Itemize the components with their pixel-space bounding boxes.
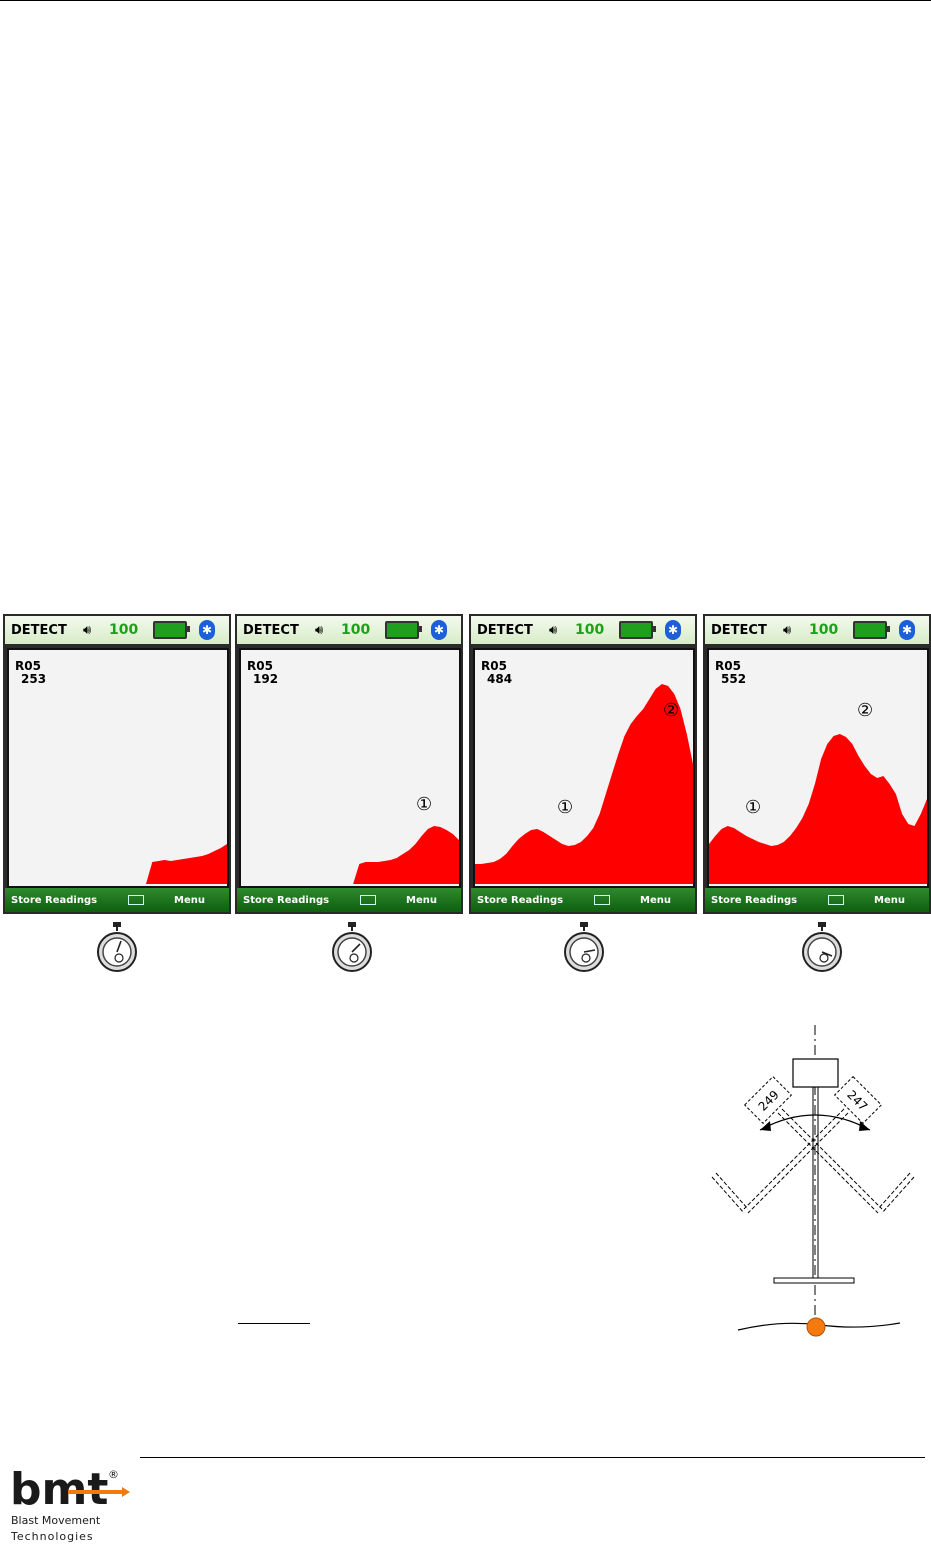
reading-value: 552 [721, 672, 747, 686]
menu-button[interactable]: Menu [874, 894, 905, 906]
peak-marker: ① [745, 797, 761, 818]
stopwatch-icon-1 [97, 922, 137, 972]
signal-trace [709, 734, 927, 884]
keyboard-icon[interactable] [593, 895, 610, 905]
signal-value: 100 [341, 622, 371, 638]
battery-icon [153, 621, 190, 639]
peak-marker: ① [416, 794, 432, 815]
signal-trace-svg: ①② [475, 684, 693, 884]
softkey-bar: Store Readings Menu [705, 888, 929, 912]
detector-head [792, 1058, 839, 1088]
store-readings-button[interactable]: Store Readings [711, 894, 798, 906]
menu-button[interactable]: Menu [174, 894, 205, 906]
signal-plot: R05 253 [7, 648, 229, 888]
logo-graphic: bmt ® Blast Movement Technologies [10, 1464, 130, 1543]
reading-display: R05 253 [15, 660, 46, 686]
mode-label: DETECT [711, 622, 767, 638]
status-bar: DETECT 🔊︎ 100 ✱ [237, 616, 461, 644]
bluetooth-icon[interactable]: ✱ [431, 620, 447, 640]
speaker-icon[interactable]: 🔊︎ [83, 622, 92, 638]
bluetooth-icon[interactable]: ✱ [899, 620, 915, 640]
store-readings-button[interactable]: Store Readings [477, 894, 564, 906]
menu-button[interactable]: Menu [406, 894, 437, 906]
reading-id: R05 [481, 659, 507, 673]
speaker-icon[interactable]: 🔊︎ [549, 622, 558, 638]
battery-icon [853, 621, 890, 639]
bluetooth-icon[interactable]: ✱ [199, 620, 215, 640]
header-rule [0, 0, 931, 1]
peak-marker: ① [557, 797, 573, 818]
reading-id: R05 [715, 659, 741, 673]
logo-line-2: Technologies [10, 1530, 94, 1543]
keyboard-icon[interactable] [127, 895, 144, 905]
softkey-bar: Store Readings Menu [471, 888, 695, 912]
stopwatch-icon-4 [802, 922, 842, 972]
bmt-logo: bmt ® Blast Movement Technologies [10, 1464, 130, 1544]
target-marker [806, 1317, 826, 1337]
stopwatch-icon-3 [564, 922, 604, 972]
reading-display: R05 192 [247, 660, 278, 686]
peak-marker: ② [857, 700, 873, 721]
battery-icon [385, 621, 422, 639]
mode-label: DETECT [477, 622, 533, 638]
detector-sweep-diagram: 249 247 [711, 1025, 915, 1337]
logo-line-1: Blast Movement [11, 1514, 101, 1527]
device-screen-2: DETECT 🔊︎ 100 ✱ ① R05 192 Store Readings… [235, 614, 463, 914]
peak-marker: ② [663, 700, 679, 721]
reading-value: 192 [253, 672, 279, 686]
signal-value: 100 [575, 622, 605, 638]
menu-button[interactable]: Menu [640, 894, 671, 906]
status-bar: DETECT 🔊︎ 100 ✱ [5, 616, 229, 644]
signal-plot: ① R05 192 [239, 648, 461, 888]
speaker-icon[interactable]: 🔊︎ [783, 622, 792, 638]
keyboard-icon[interactable] [359, 895, 376, 905]
reading-display: R05 484 [481, 660, 512, 686]
signal-value: 100 [109, 622, 139, 638]
softkey-bar: Store Readings Menu [5, 888, 229, 912]
underline-mark [238, 1323, 310, 1324]
reading-id: R05 [247, 659, 273, 673]
signal-trace-svg [9, 844, 227, 884]
store-readings-button[interactable]: Store Readings [11, 894, 98, 906]
stopwatch-icon-2 [332, 922, 372, 972]
store-readings-button[interactable]: Store Readings [243, 894, 330, 906]
footer-rule [140, 1457, 925, 1458]
signal-trace [9, 844, 227, 884]
bluetooth-icon[interactable]: ✱ [665, 620, 681, 640]
signal-trace [241, 826, 459, 884]
registered-mark: ® [108, 1468, 119, 1481]
signal-trace [475, 684, 693, 884]
logo-brand: bmt [10, 1466, 108, 1515]
status-bar: DETECT 🔊︎ 100 ✱ [471, 616, 695, 644]
signal-trace-svg: ①② [709, 700, 927, 884]
battery-icon [619, 621, 656, 639]
status-bar: DETECT 🔊︎ 100 ✱ [705, 616, 929, 644]
keyboard-icon[interactable] [827, 895, 844, 905]
reading-id: R05 [15, 659, 41, 673]
mode-label: DETECT [11, 622, 67, 638]
speaker-icon[interactable]: 🔊︎ [315, 622, 324, 638]
reading-value: 484 [487, 672, 513, 686]
reading-value: 253 [21, 672, 47, 686]
signal-trace-svg: ① [241, 794, 459, 884]
device-screen-1: DETECT 🔊︎ 100 ✱ R05 253 Store Readings M… [3, 614, 231, 914]
reading-display: R05 552 [715, 660, 746, 686]
softkey-bar: Store Readings Menu [237, 888, 461, 912]
mode-label: DETECT [243, 622, 299, 638]
signal-value: 100 [809, 622, 839, 638]
